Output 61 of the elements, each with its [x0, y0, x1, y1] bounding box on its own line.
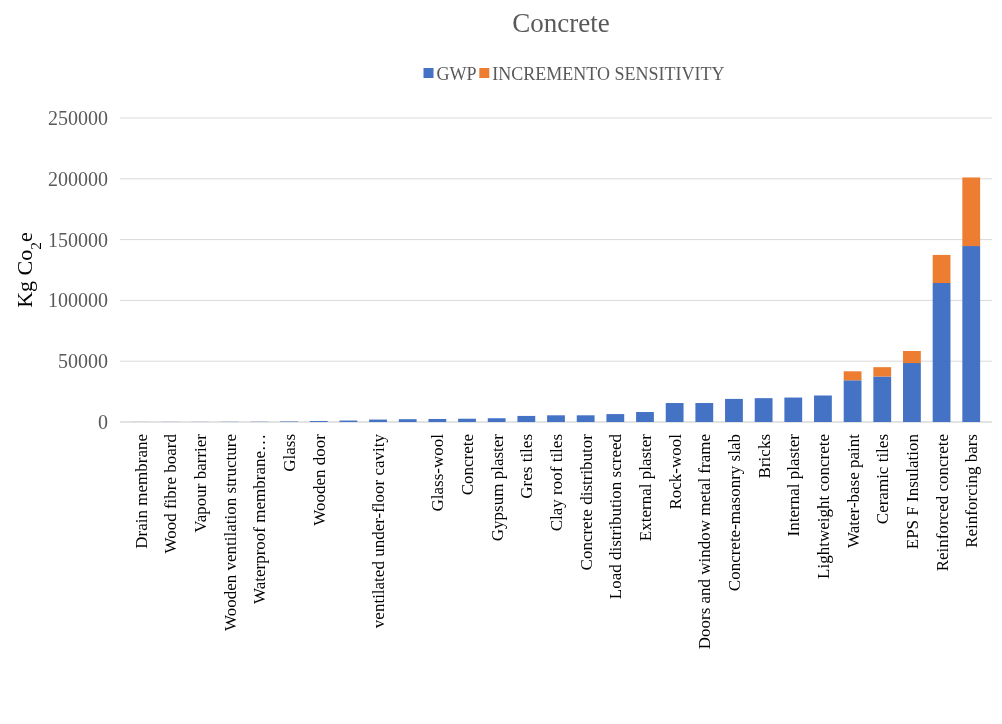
bar	[754, 398, 773, 422]
x-tick-label: Load distribution screed	[606, 433, 626, 600]
bar	[962, 246, 981, 422]
x-tick-label: Reinforcing bars	[962, 434, 982, 548]
bar	[606, 414, 625, 422]
bar	[428, 418, 447, 422]
x-tick-label: Wooden ventilation structure	[220, 434, 240, 631]
bar	[458, 418, 476, 422]
x-tick-label: Glass-wool	[428, 433, 448, 512]
bar	[576, 415, 595, 422]
x-tick-label: Water-base paint	[843, 433, 863, 548]
bar	[517, 415, 536, 422]
bar	[843, 371, 862, 381]
bar	[695, 403, 714, 422]
bar	[962, 177, 981, 247]
x-tick-label: Waterproof membrane…	[250, 434, 270, 604]
y-tick-label: 250000	[48, 107, 108, 129]
bar	[814, 395, 832, 422]
x-tick-label: Doors and window metal frame	[695, 434, 715, 650]
y-tick-label: 100000	[48, 289, 108, 312]
x-tick-label: Lightweight concrete	[813, 434, 833, 579]
bar	[873, 367, 892, 377]
bar	[636, 412, 654, 422]
bar	[398, 419, 417, 422]
bar	[903, 350, 921, 364]
x-tick-label: Gres tiles	[517, 434, 537, 499]
x-tick-label: Reinforced concrete	[932, 434, 952, 572]
y-tick-label: 50000	[58, 350, 108, 373]
x-tick-label: Drain membrane	[131, 434, 151, 549]
bar	[932, 283, 951, 422]
x-tick-label: EPS F Insulation	[902, 433, 922, 550]
x-tick-label: Vapour barrier	[191, 433, 211, 533]
bar	[547, 415, 565, 422]
legend-label: GWP	[436, 64, 477, 84]
x-tick-label: Clay roof tiles	[547, 434, 566, 532]
legend-label: INCREMENTO SENSITIVITY	[492, 64, 725, 84]
x-tick-label: External plaster	[635, 433, 655, 542]
x-tick-label: Gypsum plaster	[487, 433, 507, 542]
bar	[665, 403, 684, 422]
x-tick-label: Rock-wool	[665, 433, 685, 510]
bar	[873, 376, 892, 422]
bar	[725, 398, 743, 422]
bar	[784, 397, 803, 422]
y-tick-label: 200000	[48, 167, 108, 190]
x-tick-label: Concrete distributor	[576, 433, 596, 571]
bar	[487, 418, 506, 422]
x-tick-label: Wood fibre board	[161, 433, 181, 554]
bar	[903, 363, 921, 422]
x-tick-label: Concrete	[458, 434, 478, 496]
x-tick-label: ventilated under-floor cavity	[369, 433, 389, 629]
x-tick-label: Glass	[280, 434, 300, 472]
x-tick-label: Internal plaster	[784, 433, 804, 537]
chart-title: Concrete	[512, 8, 610, 38]
x-tick-label: Bricks	[754, 434, 774, 479]
x-tick-label: Ceramic tiles	[873, 434, 893, 525]
bar	[843, 380, 862, 422]
y-tick-label: 0	[98, 411, 108, 433]
x-tick-label: Concrete-masonry slab	[724, 434, 744, 592]
bar	[932, 254, 951, 284]
x-tick-label: Wooden door	[309, 433, 329, 526]
y-tick-label: 150000	[48, 228, 108, 251]
